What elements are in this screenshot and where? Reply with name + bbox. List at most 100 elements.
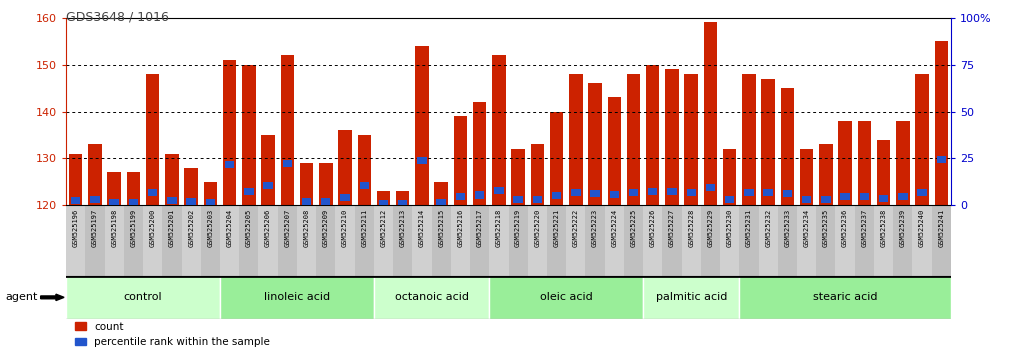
Bar [800, 149, 814, 205]
Bar [859, 193, 870, 200]
Bar [489, 205, 508, 276]
Bar [261, 135, 275, 205]
Bar [917, 189, 926, 196]
Text: GSM525214: GSM525214 [419, 209, 425, 247]
Text: GSM525236: GSM525236 [842, 209, 848, 247]
Bar [684, 74, 698, 205]
Bar [742, 74, 756, 205]
Text: GSM525229: GSM525229 [708, 209, 714, 247]
Bar [321, 198, 331, 205]
Bar [297, 205, 316, 276]
Text: GSM525234: GSM525234 [803, 209, 810, 247]
Bar [821, 196, 831, 203]
Bar [181, 205, 200, 276]
Bar [378, 200, 388, 207]
Bar [127, 172, 140, 205]
Bar [912, 205, 932, 276]
Bar [744, 189, 754, 196]
Text: GSM525211: GSM525211 [361, 209, 367, 247]
Text: GSM525206: GSM525206 [265, 209, 272, 247]
Text: GSM525227: GSM525227 [669, 209, 675, 247]
Text: GSM525217: GSM525217 [477, 209, 483, 247]
Text: GSM525207: GSM525207 [285, 209, 290, 247]
Bar [854, 205, 874, 276]
Bar [88, 144, 102, 205]
Bar [281, 55, 294, 205]
Bar [609, 191, 619, 198]
Bar [723, 149, 736, 205]
Bar [470, 205, 489, 276]
Bar [590, 190, 600, 196]
Bar [665, 69, 678, 205]
Bar [759, 205, 778, 276]
Bar [336, 205, 355, 276]
Bar [203, 182, 217, 205]
Bar [566, 205, 586, 276]
Bar [66, 205, 85, 276]
Text: GSM525219: GSM525219 [516, 209, 521, 247]
Text: GSM525221: GSM525221 [553, 209, 559, 247]
Bar [143, 205, 163, 276]
Text: GSM525213: GSM525213 [400, 209, 406, 247]
Text: GSM525204: GSM525204 [227, 209, 233, 247]
Text: GSM525220: GSM525220 [534, 209, 540, 247]
Bar [456, 193, 465, 200]
Text: linoleic acid: linoleic acid [263, 292, 330, 302]
Bar [108, 172, 121, 205]
Bar [71, 196, 80, 204]
Text: GSM525230: GSM525230 [727, 209, 732, 247]
Bar [225, 161, 234, 168]
Bar [877, 139, 890, 205]
Bar [436, 199, 445, 206]
FancyBboxPatch shape [374, 276, 489, 319]
Bar [686, 189, 696, 196]
Bar [147, 189, 158, 196]
Bar [165, 154, 179, 205]
Bar [781, 88, 794, 205]
Bar [374, 205, 394, 276]
Text: GSM525233: GSM525233 [784, 209, 790, 247]
FancyBboxPatch shape [489, 276, 643, 319]
Text: palmitic acid: palmitic acid [656, 292, 727, 302]
Bar [725, 196, 734, 203]
Text: GSM525200: GSM525200 [149, 209, 156, 247]
Bar [145, 74, 160, 205]
Bar [258, 205, 278, 276]
Bar [935, 41, 948, 205]
Bar [623, 205, 643, 276]
Text: octanoic acid: octanoic acid [395, 292, 469, 302]
Bar [512, 149, 525, 205]
Text: GSM525231: GSM525231 [745, 209, 752, 247]
Bar [300, 163, 313, 205]
Text: oleic acid: oleic acid [540, 292, 593, 302]
Bar [85, 205, 105, 276]
Text: control: control [124, 292, 163, 302]
Bar [893, 205, 912, 276]
Bar [376, 191, 391, 205]
Text: GSM525196: GSM525196 [73, 209, 78, 247]
Bar [355, 205, 374, 276]
Text: GSM525215: GSM525215 [438, 209, 444, 247]
Bar [473, 102, 486, 205]
Bar [360, 182, 369, 189]
Bar [129, 199, 138, 206]
Bar [667, 188, 676, 195]
Bar [550, 112, 563, 205]
Bar [819, 144, 833, 205]
Bar [778, 205, 797, 276]
Bar [874, 205, 893, 276]
Bar [200, 205, 220, 276]
Bar [739, 205, 759, 276]
Bar [163, 205, 181, 276]
Bar [857, 121, 872, 205]
Bar [302, 198, 311, 205]
Bar [316, 205, 336, 276]
Text: GDS3648 / 1016: GDS3648 / 1016 [66, 11, 169, 24]
Text: GSM525223: GSM525223 [592, 209, 598, 247]
Bar [341, 194, 350, 201]
Bar [572, 189, 581, 196]
Bar [239, 205, 258, 276]
Text: GSM525224: GSM525224 [611, 209, 617, 247]
Text: stearic acid: stearic acid [813, 292, 878, 302]
Bar [167, 196, 177, 204]
